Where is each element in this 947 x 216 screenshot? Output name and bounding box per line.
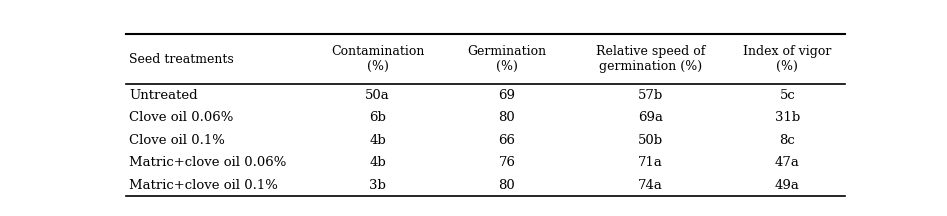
- Text: 74a: 74a: [638, 179, 663, 192]
- Text: 57b: 57b: [638, 89, 664, 102]
- Text: Seed treatments: Seed treatments: [130, 53, 234, 66]
- Text: 5c: 5c: [779, 89, 795, 102]
- Text: 6b: 6b: [369, 111, 385, 124]
- Text: 76: 76: [498, 156, 515, 169]
- Text: 69: 69: [498, 89, 515, 102]
- Text: 69a: 69a: [638, 111, 663, 124]
- Text: 4b: 4b: [369, 134, 385, 147]
- Text: 31b: 31b: [775, 111, 800, 124]
- Text: 3b: 3b: [369, 179, 385, 192]
- Text: 71a: 71a: [638, 156, 663, 169]
- Text: Clove oil 0.1%: Clove oil 0.1%: [130, 134, 225, 147]
- Text: Matric+clove oil 0.1%: Matric+clove oil 0.1%: [130, 179, 278, 192]
- Text: 80: 80: [498, 179, 515, 192]
- Text: Germination
(%): Germination (%): [468, 45, 546, 73]
- Text: 50a: 50a: [366, 89, 390, 102]
- Text: 80: 80: [498, 111, 515, 124]
- Text: Untreated: Untreated: [130, 89, 198, 102]
- Text: 4b: 4b: [369, 156, 385, 169]
- Text: Clove oil 0.06%: Clove oil 0.06%: [130, 111, 234, 124]
- Text: Contamination
(%): Contamination (%): [331, 45, 424, 73]
- Text: 8c: 8c: [779, 134, 795, 147]
- Text: Index of vigor
(%): Index of vigor (%): [743, 45, 831, 73]
- Text: Relative speed of
germination (%): Relative speed of germination (%): [596, 45, 706, 73]
- Text: Matric+clove oil 0.06%: Matric+clove oil 0.06%: [130, 156, 287, 169]
- Text: 49a: 49a: [775, 179, 800, 192]
- Text: 50b: 50b: [638, 134, 663, 147]
- Text: 47a: 47a: [775, 156, 800, 169]
- Text: 66: 66: [498, 134, 515, 147]
